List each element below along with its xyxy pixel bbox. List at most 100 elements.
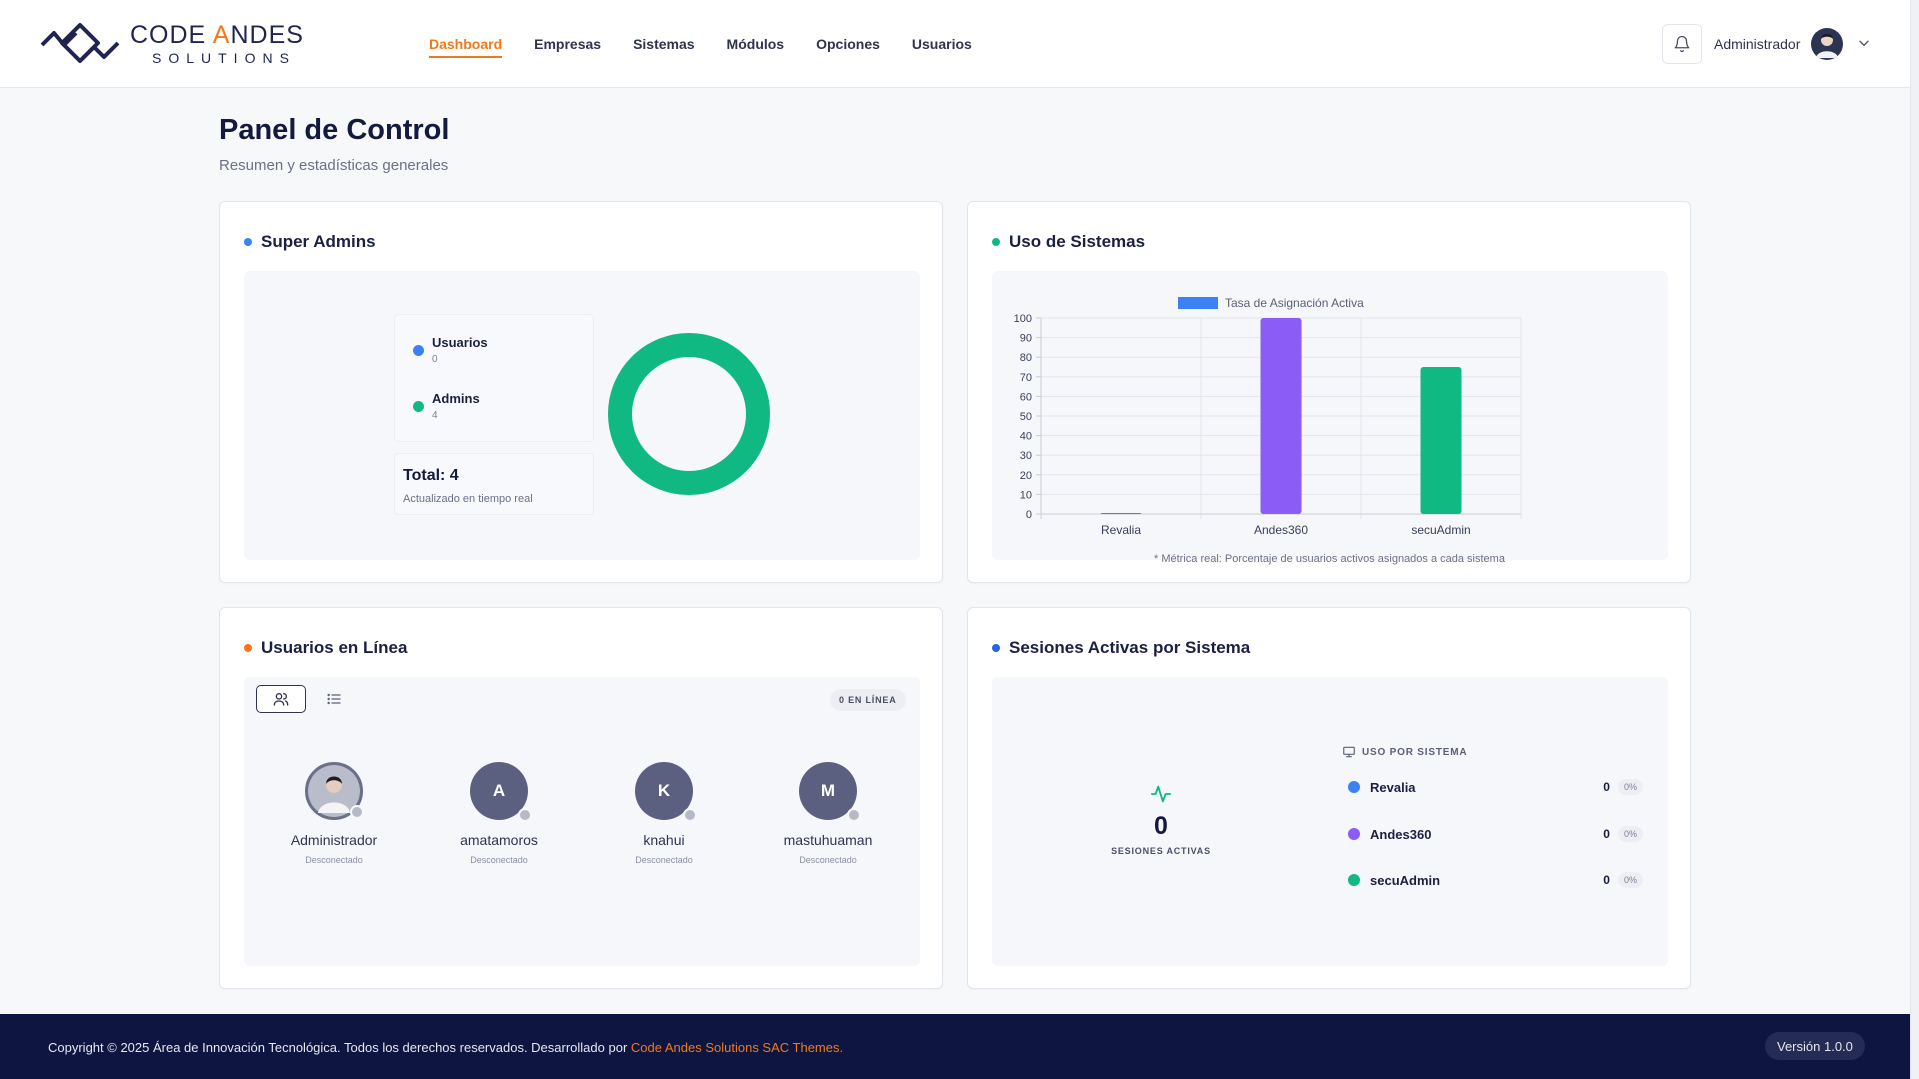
user-name: mastuhuaman [783, 832, 873, 848]
nav-modulos[interactable]: Módulos [726, 36, 785, 52]
user-name[interactable]: Administrador [1714, 36, 1801, 52]
page-title: Panel de Control [219, 114, 450, 146]
system-row-andes360[interactable]: Andes360 0 0% [1348, 822, 1643, 846]
avatar-initial: A [492, 781, 506, 800]
nav-sistemas[interactable]: Sistemas [633, 36, 695, 52]
y-tick-label: 10 [1020, 489, 1032, 501]
y-tick-label: 60 [1020, 391, 1032, 403]
system-name: Andes360 [1370, 826, 1432, 842]
user-avatar [305, 762, 364, 820]
footer-link[interactable]: Code Andes Solutions SAC Themes. [630, 1040, 844, 1055]
user-status: Desconectado [305, 855, 363, 865]
nav-usuarios[interactable]: Usuarios [911, 36, 972, 52]
donut-slice-admins[interactable] [608, 333, 770, 495]
notifications-button[interactable] [1662, 24, 1702, 64]
user-card[interactable]: M mastuhuaman Desconectado [748, 762, 908, 865]
system-name: Revalia [1370, 779, 1416, 795]
system-count: 0 [1603, 873, 1610, 887]
sessions-panel [992, 677, 1668, 966]
footer-copyright: Copyright © 2025 Área de Innovación Tecn… [48, 1040, 844, 1055]
brand-tagline: SOLUTIONS [152, 50, 296, 66]
avatar-initial: K [657, 781, 671, 800]
green-dot-icon [992, 238, 1000, 246]
user-menu-toggle[interactable] [1857, 36, 1871, 55]
y-tick-label: 100 [1014, 313, 1032, 325]
total-sub: Actualizado en tiempo real [403, 493, 533, 505]
uso-sistemas-card: Uso de Sistemas [967, 201, 1691, 583]
y-tick-label: 30 [1020, 450, 1032, 462]
user-avatar[interactable] [1811, 28, 1843, 60]
system-name: secuAdmin [1370, 872, 1441, 888]
online-users-panel [244, 677, 920, 966]
y-tick-label: 0 [1026, 509, 1032, 521]
nav-opciones[interactable]: Opciones [816, 36, 880, 52]
bar-andes360[interactable] [1260, 318, 1302, 514]
system-percent: 0% [1617, 872, 1643, 888]
legend-label: Tasa de Asignación Activa [1225, 296, 1364, 310]
x-tick-label: Revalia [1101, 523, 1141, 537]
page-footer: Copyright © 2025 Área de Innovación Tecn… [0, 1014, 1910, 1079]
avatar-initial: M [820, 781, 836, 800]
y-tick-label: 90 [1020, 333, 1032, 345]
user-photo-icon [1816, 33, 1838, 58]
super-admins-donut[interactable] [607, 332, 771, 496]
system-dot-icon [1348, 828, 1360, 840]
active-sessions-label: SESIONES ACTIVAS [1111, 846, 1211, 856]
main-nav: Dashboard Empresas Sistemas Módulos Opci… [429, 0, 1004, 88]
logo-mark-icon [40, 23, 120, 63]
system-dot-icon [1348, 874, 1360, 886]
legend-admins[interactable]: Admins 4 [413, 391, 480, 421]
offline-status-dot [683, 808, 697, 822]
bar-revalia[interactable] [1100, 513, 1142, 514]
y-tick-label: 80 [1020, 352, 1032, 364]
user-status: Desconectado [635, 855, 693, 865]
version-badge: Versión 1.0.0 [1765, 1032, 1865, 1060]
system-count: 0 [1603, 827, 1610, 841]
nav-dashboard[interactable]: Dashboard [429, 30, 503, 58]
blue-dot-icon [992, 644, 1000, 652]
online-users-title: Usuarios en Línea [244, 638, 407, 658]
brand-name: CODE ANDES [130, 21, 304, 49]
orange-dot-icon [244, 644, 252, 652]
user-card[interactable]: Administrador Desconectado [254, 762, 414, 865]
user-status: Desconectado [799, 855, 857, 865]
system-percent: 0% [1617, 826, 1643, 842]
y-tick-label: 50 [1020, 411, 1032, 423]
legend-swatch [1178, 297, 1218, 309]
super-admins-title: Super Admins [244, 232, 376, 252]
chart-footnote: * Métrica real: Porcentaje de usuarios a… [1154, 553, 1505, 565]
legend-usuarios[interactable]: Usuarios 0 [413, 335, 488, 365]
system-row-secuadmin[interactable]: secuAdmin 0 0% [1348, 868, 1643, 892]
brand-logo[interactable]: CODE ANDES SOLUTIONS [38, 14, 308, 74]
online-count-badge: 0 EN LÍNEA [830, 689, 906, 711]
user-status: Desconectado [470, 855, 528, 865]
user-card[interactable]: A amatamoros Desconectado [419, 762, 579, 865]
grid-view-button[interactable] [256, 685, 306, 713]
page-scrollbar[interactable] [1910, 0, 1919, 1079]
user-avatar: A [470, 762, 532, 822]
system-count: 0 [1603, 780, 1610, 794]
offline-status-dot [847, 808, 861, 822]
user-avatar: K [635, 762, 697, 822]
users-icon [273, 693, 289, 706]
sessions-title: Sesiones Activas por Sistema [992, 638, 1250, 658]
bar-secuadmin[interactable] [1420, 367, 1462, 514]
sessions-card: Sesiones Activas por Sistema [967, 607, 1691, 989]
system-dot-icon [1348, 781, 1360, 793]
user-name: knahui [643, 832, 685, 848]
x-tick-label: secuAdmin [1411, 523, 1470, 537]
list-view-button[interactable] [309, 685, 359, 713]
nav-empresas[interactable]: Empresas [534, 36, 602, 52]
offline-status-dot [350, 805, 364, 819]
user-name: amatamoros [460, 832, 538, 848]
monitor-icon [1343, 746, 1355, 758]
system-row-revalia[interactable]: Revalia 0 0% [1348, 775, 1643, 799]
y-tick-label: 70 [1020, 372, 1032, 384]
user-card[interactable]: K knahui Desconectado [584, 762, 744, 865]
top-header: CODE ANDES SOLUTIONS Dashboard Empresas … [0, 0, 1910, 88]
offline-status-dot [518, 808, 532, 822]
x-tick-label: Andes360 [1254, 523, 1308, 537]
bell-icon [1674, 35, 1690, 53]
list-icon [327, 693, 341, 705]
y-tick-label: 40 [1020, 431, 1032, 443]
